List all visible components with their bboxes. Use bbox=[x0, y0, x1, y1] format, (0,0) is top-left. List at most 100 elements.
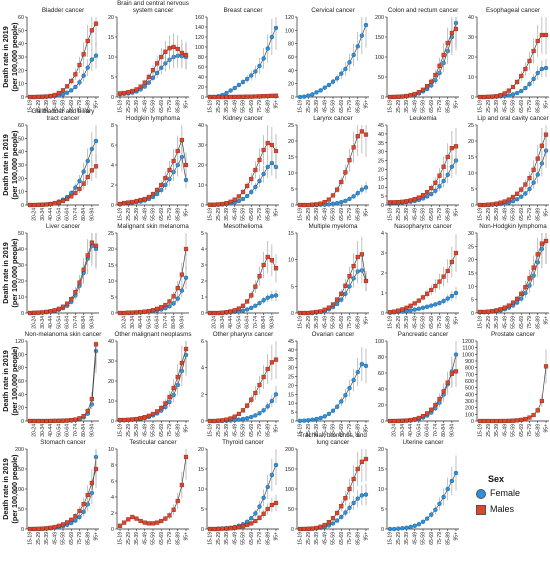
x-tick-label: 25-29 bbox=[306, 100, 312, 113]
data-point-male bbox=[183, 246, 189, 252]
x-tick-label: 25-29 bbox=[306, 424, 312, 437]
data-point-male bbox=[519, 417, 524, 422]
data-point-male bbox=[89, 28, 94, 33]
x-tick-label: 75-79 bbox=[347, 316, 353, 329]
data-point-female bbox=[412, 523, 417, 528]
data-point-female bbox=[339, 297, 344, 302]
y-tick-label: 2 bbox=[201, 279, 204, 285]
data-point-male bbox=[183, 162, 189, 168]
x-tick-label: 45-49 bbox=[232, 532, 238, 545]
series-line bbox=[119, 456, 187, 527]
x-tick-label: 35-39 bbox=[314, 316, 320, 329]
panel-title: Mesothelioma bbox=[223, 223, 263, 230]
data-point-male bbox=[326, 520, 331, 525]
data-point-male bbox=[314, 202, 319, 207]
y-tick-label: 10 bbox=[198, 487, 204, 493]
series-males bbox=[477, 349, 549, 424]
data-point-male bbox=[477, 202, 483, 208]
series-males bbox=[387, 17, 459, 100]
data-point-male bbox=[306, 526, 311, 531]
data-point-female bbox=[453, 290, 459, 296]
data-point-male bbox=[175, 46, 180, 52]
y-tick-label: 15 bbox=[468, 155, 474, 161]
x-tick-label: 65-69 bbox=[429, 208, 435, 221]
data-point-female bbox=[253, 69, 258, 74]
series-line bbox=[210, 464, 277, 530]
data-point-female bbox=[179, 288, 185, 293]
y-tick-label: 2 bbox=[111, 511, 114, 517]
x-tick-label: 55-59 bbox=[241, 532, 247, 545]
y-tick-label: 0 bbox=[111, 203, 114, 209]
data-point-male bbox=[126, 517, 131, 522]
x-tick-label: 75-79 bbox=[257, 424, 263, 437]
series-males bbox=[117, 233, 189, 316]
x-tick-label: 65-69 bbox=[249, 208, 255, 221]
data-point-male bbox=[224, 310, 229, 315]
series-line bbox=[389, 22, 457, 98]
y-tick-label: 160 bbox=[195, 15, 204, 21]
data-point-female bbox=[167, 304, 172, 309]
x-tick-label: 75-79 bbox=[347, 208, 353, 221]
panel-title: lung cancer bbox=[317, 439, 350, 446]
x-tick-label: 15-19 bbox=[118, 100, 124, 113]
data-point-male bbox=[343, 170, 348, 175]
data-point-male bbox=[416, 195, 421, 200]
data-point-male bbox=[27, 418, 33, 424]
data-point-male bbox=[441, 389, 446, 394]
data-point-male bbox=[400, 199, 405, 204]
x-tick-label: 55-59 bbox=[421, 316, 427, 329]
y-tick-label: 1000 bbox=[462, 352, 474, 358]
data-point-female bbox=[527, 186, 532, 192]
data-point-male bbox=[453, 144, 459, 149]
x-tick-label: 15-19 bbox=[478, 424, 484, 437]
data-point-male bbox=[494, 94, 499, 99]
data-point-female bbox=[269, 472, 275, 478]
data-point-male bbox=[212, 418, 217, 424]
panel-lip-and-oral-cavity-cancer: Lip and oral cavity cancer 0 5 10 15 20 25 15-1… bbox=[468, 115, 550, 221]
y-tick-label: 45 bbox=[378, 123, 384, 129]
x-tick-label: 95+ bbox=[364, 208, 370, 217]
panel-esophageal-cancer: Esophageal cancer 0 10 20 30 40 15-19 25-29 35-3… bbox=[468, 7, 550, 113]
y-tick-label: 25 bbox=[288, 375, 294, 381]
data-point-female bbox=[339, 399, 344, 404]
data-point-female bbox=[269, 294, 275, 299]
data-point-male bbox=[429, 186, 434, 191]
data-point-male bbox=[60, 304, 66, 309]
series-males bbox=[117, 33, 189, 96]
panel-prostate-cancer: Prostate cancer 0100200300400500600700800… bbox=[462, 331, 550, 437]
data-point-female bbox=[330, 408, 336, 413]
data-point-male bbox=[171, 294, 176, 299]
data-point-female bbox=[437, 184, 442, 189]
data-point-male bbox=[273, 357, 279, 362]
data-point-male bbox=[306, 202, 311, 208]
y-tick-label: 600 bbox=[465, 379, 474, 385]
data-point-male bbox=[146, 413, 151, 418]
data-point-male bbox=[163, 175, 168, 181]
x-tick-label: 60-64 bbox=[245, 316, 251, 329]
x-tick-label: 65-69 bbox=[249, 532, 255, 545]
legend-title: Sex bbox=[488, 474, 505, 484]
data-point-male bbox=[482, 94, 487, 100]
y-tick-label: 5 bbox=[201, 231, 204, 237]
data-point-female bbox=[363, 22, 369, 28]
x-tick-label: 60-64 bbox=[155, 316, 161, 329]
data-point-male bbox=[330, 302, 336, 307]
x-tick-label: 55-59 bbox=[151, 424, 157, 437]
data-point-male bbox=[155, 409, 160, 414]
data-point-female bbox=[437, 300, 442, 306]
data-point-male bbox=[441, 52, 446, 58]
data-point-female bbox=[347, 196, 352, 202]
y-tick-label: 30 bbox=[18, 163, 24, 169]
x-tick-label: 45-49 bbox=[232, 424, 238, 437]
series-female bbox=[207, 17, 279, 100]
data-point-male bbox=[93, 466, 99, 472]
x-tick-label: 25-29 bbox=[126, 532, 132, 545]
x-tick-label: 40-44 bbox=[228, 316, 234, 329]
ylabel-line2: (per 100,000 people) bbox=[10, 346, 19, 416]
x-tick-label: 90-94 bbox=[269, 316, 275, 329]
data-point-female bbox=[89, 146, 95, 152]
x-tick-label: 95+ bbox=[94, 100, 100, 109]
x-tick-label: 15-19 bbox=[118, 424, 124, 437]
data-point-male bbox=[85, 408, 90, 414]
series-female bbox=[27, 125, 99, 208]
